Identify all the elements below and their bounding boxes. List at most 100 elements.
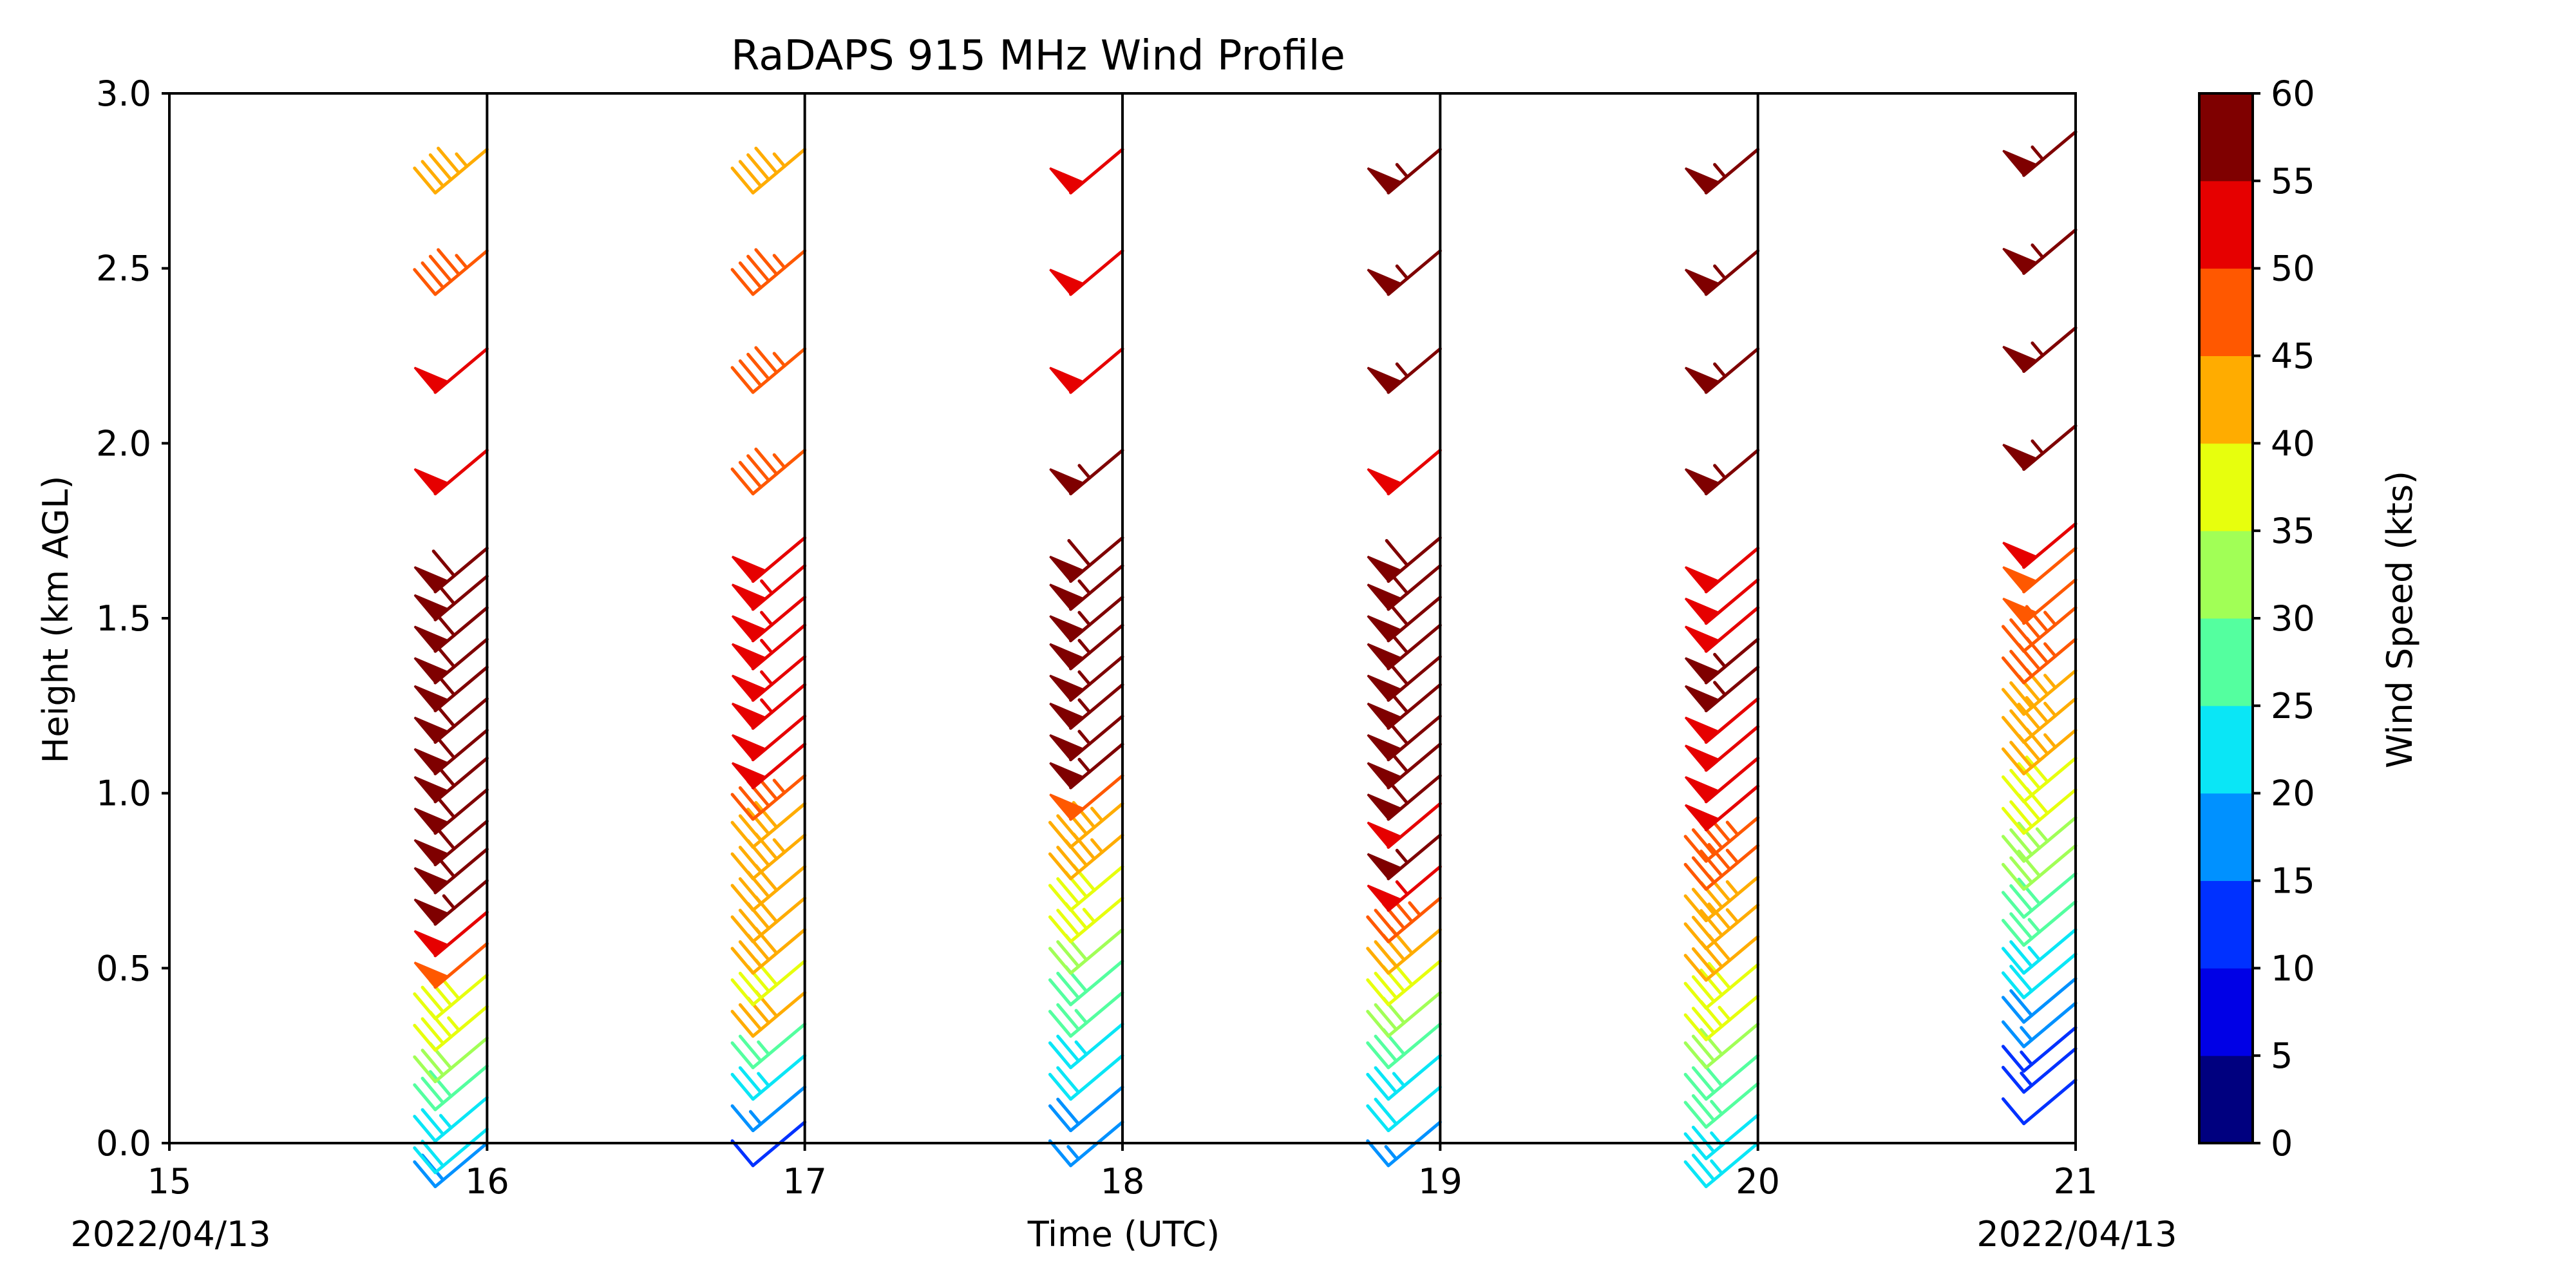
wind-barb-feather [1056,940,1081,969]
wind-barb-feather [1056,1034,1081,1063]
wind-barb [1049,743,1124,790]
wind-barb-feather [1366,1072,1390,1101]
wind-barb-feather [1366,1041,1390,1070]
wind-barb [413,1064,489,1112]
wind-barb [2001,668,2078,716]
y-tick-label: 0.0 [96,1123,151,1164]
wind-barb-half-feather [1392,1072,1406,1088]
wind-barb-feather [1048,915,1073,943]
y-tick-label: 3.0 [96,73,151,114]
wind-barb-half-feather [1718,1005,1732,1021]
wind-barb-feather [2001,835,2026,863]
wind-barb-feather [2009,940,2034,969]
wind-barb [1366,990,1442,1038]
wind-barb-feather [1691,1066,1716,1094]
colorbar-segment [2199,880,2253,969]
wind-barb [1366,927,1442,975]
wind-barb-pennant [1049,615,1086,643]
wind-barb-feather [1048,1041,1073,1070]
wind-barb [413,879,489,926]
wind-barb [1367,448,1442,496]
wind-barb-feather [1366,1104,1390,1133]
wind-barb [2001,928,2078,975]
x-tick-label: 20 [1736,1161,1780,1202]
wind-barb [2001,1078,2078,1126]
wind-barb-feather [1691,1153,1716,1182]
wind-barb-feather [2001,806,2026,835]
x-axis-label: Time (UTC) [1027,1214,1220,1255]
wind-barb-feather [2009,741,2034,769]
wind-barb-half-feather [442,894,456,910]
wind-barb-feather [1056,814,1081,842]
x-axis-ticks: 15 16 17 18 19 20 21 [147,1143,2098,1202]
wind-barb-half-feather [1713,264,1727,280]
wind-barb-feather [413,992,437,1021]
wind-barb-pennant [731,703,768,730]
wind-barb-pennant [413,776,450,803]
wind-barb-half-feather [1395,880,1409,896]
wind-barb-half-feather [772,352,786,368]
wind-barb-feather [1707,961,1732,990]
wind-barb-half-feather [760,579,774,595]
wind-barb-feather [754,146,779,175]
wind-barb [2001,1046,2078,1094]
wind-barb-feather [754,248,779,276]
wind-barb-feather [2009,856,2034,884]
wind-barb-feather [1056,877,1081,905]
wind-barb-feather [738,786,762,815]
wind-barb-pennant [1049,366,1086,394]
wind-barb-feather [428,153,453,182]
wind-barb-pennant [413,685,450,712]
wind-barb-feather [1691,947,1716,976]
wind-barb-half-feather [2043,701,2058,717]
wind-barb-feather [1374,1034,1398,1063]
wind-barb-pennant [1367,793,1403,821]
wind-barb-feather [738,846,762,874]
wind-barb-half-feather [2027,945,2041,961]
wind-barb-feather [1374,1066,1398,1094]
wind-barb-half-feather [2043,733,2058,749]
wind-barb-feather [2001,891,2026,919]
wind-barb-feather [1385,539,1409,567]
colorbar-segment [2199,531,2253,619]
wind-barb-pennant [413,898,450,926]
y-tick-label: 2.5 [96,249,151,289]
wind-barb [730,248,807,296]
wind-barb-feather [421,1139,445,1168]
y-tick-label: 1.5 [96,598,151,639]
colorbar-segment [2199,443,2253,531]
colorbar-tick-label: 55 [2271,161,2315,202]
wind-barb-feather [1056,1003,1081,1032]
wind-barb-feather [738,1066,762,1094]
y-axis-label: Height (km AGL) [35,476,76,764]
wind-barb-feather [2001,625,2026,653]
wind-barb-feather [746,254,771,283]
wind-barb-pennant [1684,804,1721,831]
wind-barb-pennant [413,808,450,835]
wind-barb-feather [746,808,771,836]
wind-barb-feather [738,261,762,290]
wind-barb [1683,961,1760,1010]
wind-barb [1684,724,1760,772]
wind-barb [2001,872,2078,919]
wind-barb-half-feather [1384,1144,1398,1161]
wind-barb [2001,696,2078,744]
wind-barb [413,146,489,194]
wind-barb [1683,1022,1760,1070]
wind-barb-half-feather [772,453,786,469]
wind-barb-feather [1683,835,1708,863]
wind-barb-pennant [2002,345,2039,373]
wind-barb-shaft [2022,1078,2078,1126]
wind-barb [730,146,807,194]
wind-barb-feather [1691,856,1716,884]
wind-barb-feather [1366,1010,1390,1038]
wind-barb-feather [2009,828,2034,857]
wind-barb-half-feather [1077,730,1092,746]
wind-barb-half-feather [757,1072,771,1088]
wind-barb-feather [437,248,461,276]
wind-barb-pennant [413,366,450,394]
wind-barb-feather [1048,884,1073,912]
wind-barb [1048,896,1124,943]
wind-barb-pennant [1367,583,1403,611]
wind-barb-half-feather [1066,1144,1081,1161]
